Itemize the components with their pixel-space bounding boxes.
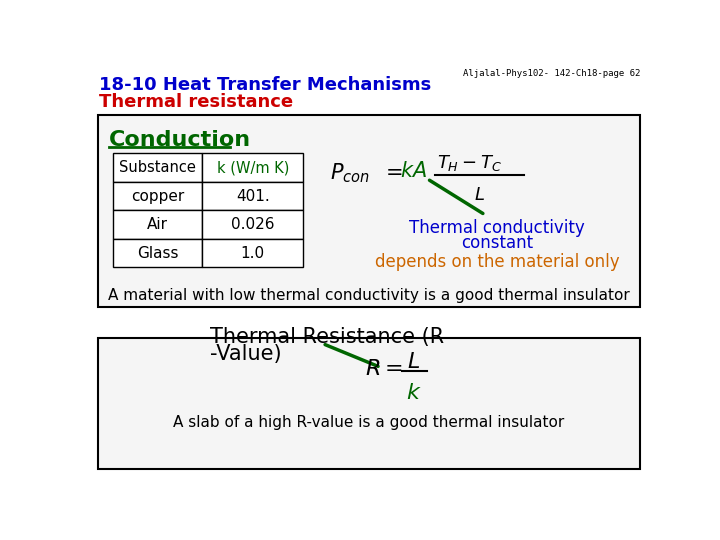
Bar — [113, 210, 202, 239]
Text: depends on the material only: depends on the material only — [374, 253, 619, 271]
Text: $k$: $k$ — [406, 383, 422, 403]
Text: $T_H - T_C$: $T_H - T_C$ — [437, 153, 502, 173]
Text: $=$: $=$ — [381, 161, 402, 181]
Text: Thermal Resistance (R: Thermal Resistance (R — [210, 327, 444, 347]
Bar — [202, 153, 303, 182]
Bar — [202, 239, 303, 267]
Text: $L$: $L$ — [474, 186, 485, 205]
Text: 401.: 401. — [236, 188, 269, 204]
Text: $L$: $L$ — [408, 352, 420, 372]
Text: $kA$: $kA$ — [400, 161, 427, 181]
Text: 1.0: 1.0 — [240, 246, 265, 261]
Text: Glass: Glass — [137, 246, 179, 261]
Text: Conduction: Conduction — [109, 130, 251, 150]
Text: Air: Air — [148, 217, 168, 232]
Text: $P_{con}$: $P_{con}$ — [330, 161, 370, 185]
Text: $R =$: $R =$ — [365, 359, 403, 379]
Text: -Value): -Value) — [210, 345, 282, 364]
Text: constant: constant — [461, 234, 533, 252]
Bar — [113, 239, 202, 267]
Bar — [98, 338, 640, 469]
Text: A material with low thermal conductivity is a good thermal insulator: A material with low thermal conductivity… — [108, 288, 630, 303]
Text: 0.026: 0.026 — [231, 217, 274, 232]
Bar — [202, 210, 303, 239]
Bar — [98, 115, 640, 307]
Text: Substance: Substance — [120, 160, 197, 175]
Text: Aljalal-Phys102- 142-Ch18-page 62: Aljalal-Phys102- 142-Ch18-page 62 — [463, 70, 640, 78]
Text: 18-10 Heat Transfer Mechanisms: 18-10 Heat Transfer Mechanisms — [99, 76, 431, 94]
Text: k (W/m K): k (W/m K) — [217, 160, 289, 175]
Bar — [113, 182, 202, 211]
Text: A slab of a high R-value is a good thermal insulator: A slab of a high R-value is a good therm… — [174, 415, 564, 430]
Bar — [202, 182, 303, 211]
Text: Thermal conductivity: Thermal conductivity — [409, 219, 585, 237]
Text: Thermal resistance: Thermal resistance — [99, 92, 294, 111]
Bar — [113, 153, 202, 182]
Text: copper: copper — [131, 188, 184, 204]
